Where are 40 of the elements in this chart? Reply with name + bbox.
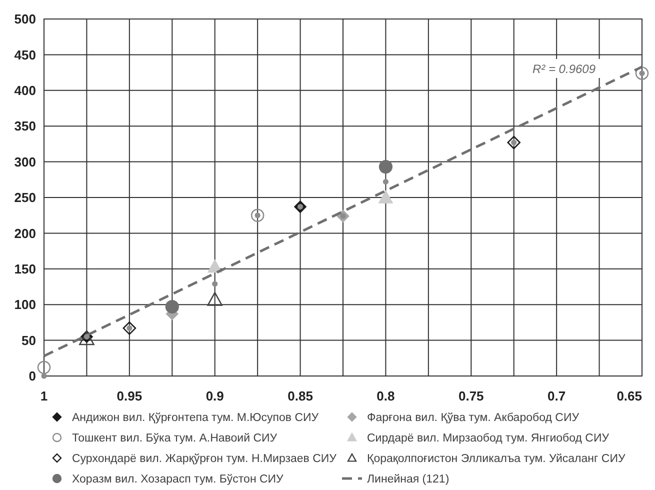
x-tick-label: 0.85 [288, 388, 313, 404]
point [378, 190, 394, 204]
x-tick-label: 0.7 [548, 388, 566, 404]
point [507, 136, 521, 150]
y-tick-label: 450 [14, 47, 36, 62]
legend-label: Фарғона вил. Қўва тум. Акбаробод СИУ [367, 412, 580, 424]
point [378, 160, 393, 174]
y-tick-label: 0 [28, 368, 36, 384]
legend-label: Тошкент вил. Бўка тум. А.Навоий СИУ [72, 432, 278, 445]
y-tick-label: 200 [14, 226, 36, 241]
x-tick-label: 0.95 [116, 388, 142, 404]
point [212, 281, 218, 287]
point [41, 373, 47, 379]
y-tick-label: 350 [14, 118, 36, 134]
y-tick-label: 300 [14, 154, 36, 170]
legend-label: Сирдарё вил. Мирзаобод тум. Янгиобод СИУ [367, 432, 610, 445]
x-tick-label: 0.8 [376, 388, 395, 404]
x-tick-label: 0.75 [458, 388, 484, 404]
legend-label: Хоразм вил. Хозарасп тум. Бўстон СИУ [72, 474, 284, 486]
point [635, 66, 649, 80]
legend-label: Сурхондарё вил. Жарқўрғон тум. Н.Мирзаев СИУ [72, 453, 338, 466]
y-tick-label: 500 [14, 12, 36, 27]
legend-label: Андижон вил. Қўрғонтепа тум. М.Юсупов СИУ [72, 412, 320, 424]
y-tick-label: 400 [14, 82, 36, 98]
legend-label: Линейная (121) [367, 474, 450, 486]
point [207, 292, 223, 306]
x-tick-label: 1 [40, 388, 48, 404]
x-tick-label: 0.65 [616, 388, 642, 404]
y-tick-label: 100 [14, 297, 36, 312]
y-tick-label: 50 [22, 332, 36, 348]
annotation: R² = 0.9609 [532, 62, 596, 76]
point [382, 178, 389, 185]
legend-label: Қорақолпоғистон Элликалъа тум. Уйсаланг СИУ [367, 453, 626, 466]
x-tick-label: 0.9 [206, 388, 224, 404]
y-tick-label: 250 [14, 190, 36, 206]
point [37, 360, 51, 374]
point [122, 322, 136, 335]
point [165, 300, 179, 314]
point [250, 208, 264, 222]
y-tick-label: 150 [14, 261, 36, 276]
